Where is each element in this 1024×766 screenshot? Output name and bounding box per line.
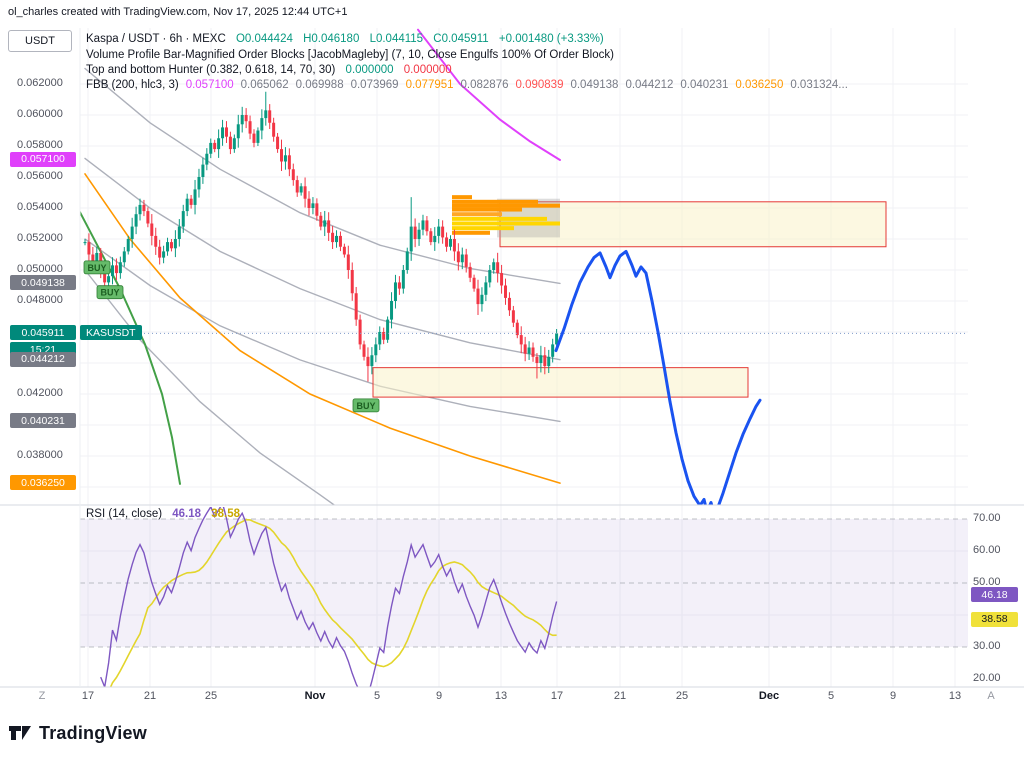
svg-text:BUY: BUY bbox=[100, 288, 119, 298]
volume-profile-title[interactable]: Volume Profile Bar-Magnified Order Block… bbox=[86, 49, 614, 61]
buy-badge: BUY bbox=[83, 260, 111, 275]
order-block-lower[interactable] bbox=[372, 367, 749, 398]
legend-hunter-row[interactable]: Top and bottom Hunter (0.382, 0.618, 14,… bbox=[86, 64, 452, 76]
ohlc-open: O0.044424 bbox=[235, 33, 293, 45]
fbb-value: 0.049138 bbox=[570, 79, 619, 91]
fbb-0.040231-line bbox=[84, 238, 561, 423]
rsi-ma-value: 38.58 bbox=[211, 508, 241, 520]
fbb-bands-group bbox=[80, 28, 561, 505]
tradingview-logo-icon bbox=[9, 726, 31, 740]
ohlc-low: L0.044115 bbox=[369, 33, 424, 45]
ohlc-close: C0.045911 bbox=[433, 33, 489, 45]
svg-text:BUY: BUY bbox=[356, 401, 375, 411]
fbb-0.036250-line bbox=[84, 173, 561, 484]
fbb-0.044212-line bbox=[84, 157, 561, 361]
rsi-line bbox=[100, 507, 558, 687]
fbb-value: 0.065062 bbox=[240, 79, 289, 91]
volume-profile-bars bbox=[452, 195, 560, 235]
fbb-title[interactable]: FBB (200, hlc3, 3) bbox=[86, 79, 179, 91]
fbb-0.057100-line bbox=[417, 28, 561, 161]
legend-fbb-row[interactable]: FBB (200, hlc3, 3) 0.057100 0.065062 0.0699… bbox=[86, 79, 848, 91]
symbol-title[interactable]: Kaspa / USDT · 6h · MEXC bbox=[86, 33, 226, 45]
fbb-value: 0.073969 bbox=[350, 79, 399, 91]
currency-axis-button[interactable]: USDT bbox=[8, 30, 72, 52]
fbb-value: 0.077951 bbox=[405, 79, 454, 91]
fbb-value: 0.069988 bbox=[295, 79, 344, 91]
fbb-value: 0.057100 bbox=[185, 79, 234, 91]
fbb-value: 0.031324... bbox=[790, 79, 848, 91]
ohlc-change: +0.001480 (+3.33%) bbox=[498, 33, 604, 45]
fbb-value: 0.044212 bbox=[625, 79, 674, 91]
legend-symbol-row[interactable]: Kaspa / USDT · 6h · MEXC O0.044424 H0.04… bbox=[86, 33, 604, 45]
hunter-value-1: 0.000000 bbox=[345, 64, 394, 76]
hunter-green-line bbox=[80, 210, 181, 485]
tradingview-logo-text: TradingView bbox=[39, 722, 147, 743]
hunter-title[interactable]: Top and bottom Hunter (0.382, 0.618, 14,… bbox=[86, 64, 336, 76]
rsi-group bbox=[100, 507, 558, 687]
fbb-0.049138-line bbox=[84, 67, 561, 285]
buy-badge: BUY bbox=[352, 398, 380, 413]
watermark: ol_charles created with TradingView.com,… bbox=[8, 6, 348, 18]
buy-badge: BUY bbox=[96, 285, 124, 300]
hunter-value-2: 0.000000 bbox=[403, 64, 452, 76]
order-block-upper[interactable] bbox=[499, 201, 887, 248]
ohlc-high: H0.046180 bbox=[303, 33, 360, 45]
fbb-value: 0.036250 bbox=[735, 79, 784, 91]
rsi-title[interactable]: RSI (14, close) bbox=[86, 508, 163, 520]
fbb-value: 0.040231 bbox=[680, 79, 729, 91]
rsi-value: 46.18 bbox=[172, 508, 202, 520]
fbb-value: 0.090839 bbox=[515, 79, 564, 91]
legend-volume-profile-row[interactable]: Volume Profile Bar-Magnified Order Block… bbox=[86, 49, 614, 61]
svg-text:BUY: BUY bbox=[87, 263, 106, 273]
tradingview-logo[interactable]: TradingView bbox=[8, 721, 147, 745]
rsi-legend-row[interactable]: RSI (14, close) 46.18 38.58 bbox=[86, 508, 240, 520]
fbb-value: 0.082876 bbox=[460, 79, 509, 91]
fbb-values: 0.057100 0.065062 0.069988 0.073969 0.077951… bbox=[179, 79, 848, 91]
candles-group bbox=[83, 91, 559, 382]
projection-path[interactable] bbox=[554, 249, 762, 513]
